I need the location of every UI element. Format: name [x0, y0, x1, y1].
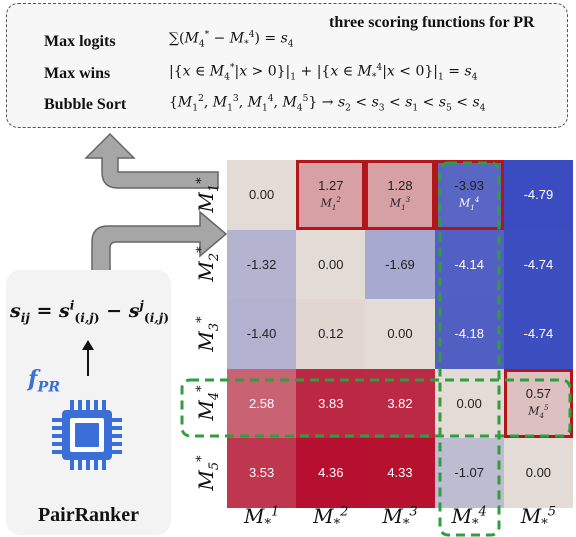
bubble-sort-formula: {M12, M13, M14, M45} → s2 < s3 < s1 < s5… [169, 94, 486, 114]
matrix-cell-value: -1.32 [246, 256, 277, 272]
matrix-cell: -1.07 [434, 438, 504, 508]
matrix-cell: 0.57 M45 [503, 368, 573, 438]
matrix-cell-value: -4.18 [454, 326, 484, 342]
matrix-cell: -4.74 [503, 299, 573, 369]
matrix-cell-value: -4.14 [454, 256, 484, 272]
matrix-cell: 1.28 M13 [365, 160, 435, 230]
max-logits-label: Max logits [44, 33, 116, 50]
matrix-cell: -1.40 [227, 299, 297, 369]
matrix-cell-sublabel: M14 [459, 194, 480, 212]
matrix-cell-value: 4.36 [318, 465, 344, 481]
matrix-row-label: M2* [194, 246, 222, 282]
matrix-cell-sublabel: M12 [320, 194, 341, 212]
matrix-cell-value: 2.58 [248, 395, 275, 411]
matrix-cell-value: 0.00 [248, 187, 275, 203]
bubble-sort-label: Bubble Sort [44, 96, 127, 113]
matrix-cell: -4.79 [503, 160, 573, 230]
arrow-to-scoring-box [84, 132, 219, 189]
scoring-functions-heading: three scoring functions for PR [329, 14, 535, 31]
arrow-to-matrix [91, 210, 228, 275]
matrix-cell: 3.82 [365, 368, 435, 438]
matrix-row-label: M5* [194, 455, 222, 491]
max-wins-formula: |{x ∈ M4*|x > 0}|1 + |{x ∈ M*4|x < 0}|1 … [169, 63, 478, 83]
matrix-cell: 0.00 [503, 438, 573, 508]
f-pr-label: fPR [28, 366, 61, 396]
scoring-functions-box: three scoring functions for PR Max logit… [6, 3, 568, 128]
matrix-col-label: M*1 [243, 504, 280, 532]
matrix-cell: -4.74 [503, 229, 573, 299]
matrix-cell-value: -4.74 [523, 326, 554, 342]
matrix-cell-value: 0.00 [525, 465, 552, 481]
up-arrow-icon [82, 340, 94, 376]
matrix-col-label: M*2 [313, 504, 349, 532]
chip-icon [52, 400, 122, 470]
matrix-cell-sublabel: M45 [528, 403, 549, 421]
matrix-cell-value: 0.57 [525, 386, 552, 402]
matrix-cell-value: -1.40 [246, 326, 277, 342]
matrix-cell-value: -4.79 [523, 187, 554, 203]
matrix-cell: -4.14 [434, 229, 504, 299]
matrix-cell: 3.83 [296, 368, 366, 438]
matrix-cell-value: 0.00 [318, 256, 344, 272]
matrix-cell-value: -1.07 [454, 465, 484, 481]
max-wins-label: Max wins [44, 65, 111, 82]
matrix-cell: -1.69 [365, 229, 435, 299]
matrix-cell-value: 0.00 [456, 395, 482, 411]
matrix-cell-value: 4.33 [387, 465, 413, 481]
matrix-cell-value: 3.82 [387, 395, 413, 411]
matrix-cell: -1.32 [227, 229, 297, 299]
matrix-cell-value: -3.93 [454, 177, 484, 193]
matrix-row-label: M3* [194, 316, 222, 352]
matrix-cell: 1.27 M12 [296, 160, 366, 230]
matrix-cell: 0.00 [434, 368, 504, 438]
model-name: PairRanker [37, 504, 140, 526]
pairranker-panel: sij = si(i,j) − sj(i,j) fPR PairRanker [6, 270, 171, 535]
matrix-cell-value: -1.69 [385, 256, 415, 272]
matrix-cell-value: 0.00 [387, 326, 413, 342]
matrix-col-label: M*3 [382, 504, 418, 532]
matrix-cell-sublabel: M13 [389, 194, 411, 212]
matrix-col-label: M*4 [451, 504, 487, 532]
matrix-cell-value: 3.83 [318, 395, 344, 411]
matrix-cell-value: 3.53 [248, 465, 275, 481]
matrix-col-label: M*5 [520, 504, 557, 532]
matrix-cell-value: -4.74 [523, 256, 554, 272]
matrix-cell: 4.33 [365, 438, 435, 508]
matrix-row-label: M4* [194, 385, 222, 421]
matrix-cell: 0.00 [365, 299, 435, 369]
matrix-cell: -4.18 [434, 299, 504, 369]
matrix-cell: 0.12 [296, 299, 366, 369]
matrix-cell: 4.36 [296, 438, 366, 508]
matrix-cell: -3.93 M14 [434, 160, 504, 230]
matrix-cell-value: 0.12 [318, 326, 344, 342]
matrix-cell: 0.00 [296, 229, 366, 299]
matrix-cell-value: 1.28 [387, 177, 413, 193]
pairwise-score-equation: sij = si(i,j) − sj(i,j) [10, 298, 170, 326]
matrix-cell: 3.53 [227, 438, 297, 508]
matrix-cell: 2.58 [227, 368, 297, 438]
max-logits-formula: ∑(M4* − M*4) = s4 [169, 30, 294, 50]
matrix-cell-value: 1.27 [318, 177, 344, 193]
matrix-row-label: M1* [194, 177, 222, 213]
matrix-cell: 0.00 [227, 160, 297, 230]
